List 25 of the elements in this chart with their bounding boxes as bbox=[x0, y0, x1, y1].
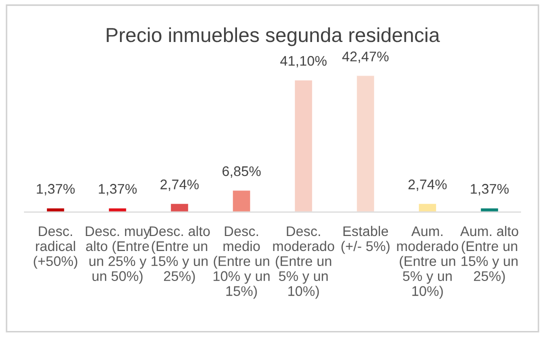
bar bbox=[294, 78, 314, 212]
data-label: 42,47% bbox=[342, 52, 389, 64]
data-label: 1,37% bbox=[36, 184, 75, 196]
data-label: 6,85% bbox=[222, 166, 261, 178]
bar bbox=[479, 206, 500, 212]
data-label: 1,37% bbox=[470, 184, 509, 196]
x-tick-label: Desc. alto (Entre un 15% y un 25%) bbox=[150, 226, 210, 284]
bar bbox=[355, 75, 376, 212]
x-tick-label: Estable (+/- 5%) bbox=[341, 226, 390, 254]
bar bbox=[417, 202, 438, 212]
data-label: 41,10% bbox=[280, 56, 327, 68]
data-label: 2,74% bbox=[160, 180, 199, 191]
x-tick-label: Aum. moderado (Entre un 5% y un 10%) bbox=[397, 226, 458, 299]
x-tick-label: Desc. moderado (Entre un 5% y un 10%) bbox=[273, 226, 334, 299]
bar bbox=[170, 202, 190, 212]
bar bbox=[108, 206, 128, 212]
bar bbox=[232, 189, 252, 212]
data-label: 1,37% bbox=[98, 184, 137, 196]
x-tick-label: Aum. alto (Entre un 15% y un 25%) bbox=[460, 226, 518, 284]
x-tick-label: Desc. muy alto (Entre un 25% y un 50%) bbox=[86, 226, 150, 284]
chart-title: Precio inmuebles segunda residencia bbox=[106, 27, 440, 46]
x-tick-label: Desc. medio (Entre un 10% y un 15%) bbox=[214, 226, 270, 299]
bar bbox=[46, 206, 66, 212]
x-tick-label: Desc. radical (+50%) bbox=[34, 226, 78, 269]
data-label: 2,74% bbox=[408, 180, 447, 191]
